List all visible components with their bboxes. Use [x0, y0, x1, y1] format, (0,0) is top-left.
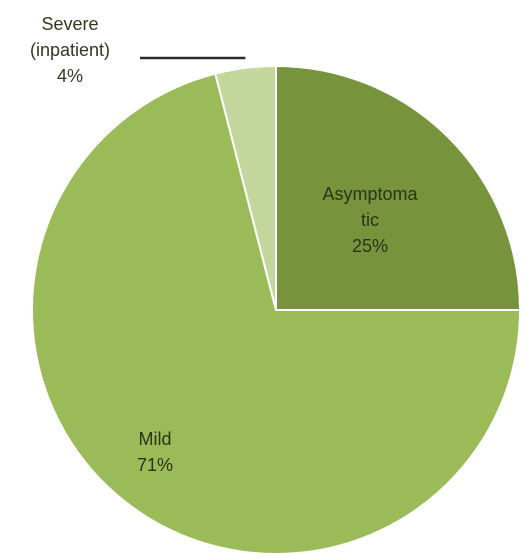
pie-slice-severe-inpatient [214, 64, 277, 311]
data-label-text: tic [361, 210, 379, 230]
pie-slice-mild [31, 72, 522, 555]
data-label-percent: 25% [352, 236, 388, 256]
data-label-percent: 4% [57, 66, 83, 86]
data-label-text: Asymptoma [322, 184, 418, 204]
pie-slice-asymptomatic [275, 64, 522, 311]
data-label-asymptomatic: Asymptoma tic 25% [322, 184, 418, 256]
data-label-mild: Mild 71% [137, 429, 173, 475]
data-labels: Asymptoma tic 25% Mild 71% Severe (inpatient) 4… [30, 14, 419, 475]
data-label-text: Severe [41, 14, 98, 34]
data-label-percent: 71% [137, 455, 173, 475]
data-label-text: (inpatient) [30, 40, 110, 60]
data-label-text: Mild [138, 429, 171, 449]
pie-slices [31, 64, 522, 555]
data-label-severe-inpatient: Severe (inpatient) 4% [30, 14, 110, 86]
